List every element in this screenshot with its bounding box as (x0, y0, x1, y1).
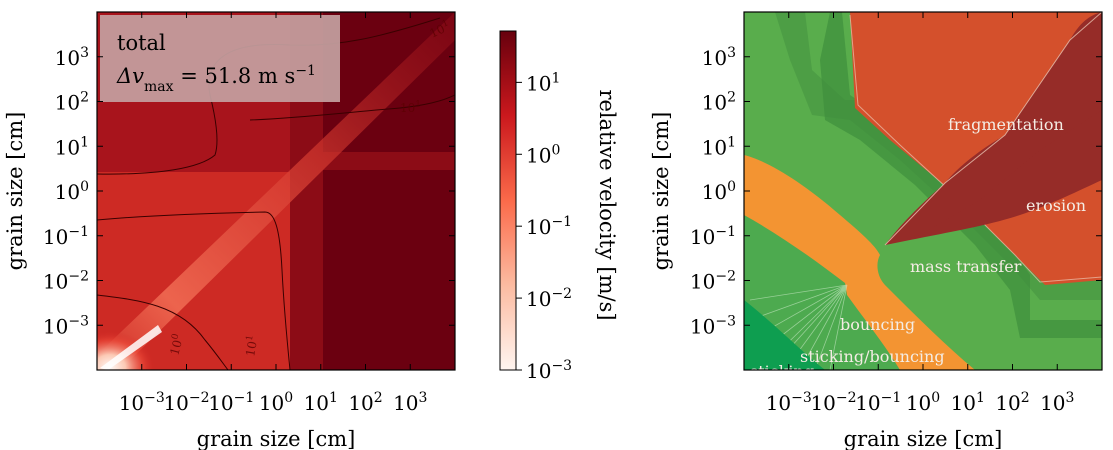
right-axes: 10−310−210−1 100 101 102 10310−310−210−11001… (690, 12, 1102, 415)
fragmentation-edge (884, 12, 1102, 246)
x-tick-label: 102 (348, 390, 382, 415)
colorbar-ticks: 101 100 10−1 10−2 10−3 (516, 70, 572, 383)
y-tick-label: 10−3 (43, 313, 89, 338)
colorbar-tick-label: 10−3 (526, 358, 572, 383)
x-tick-label: 10−1 (855, 390, 901, 415)
right-x-axis-label: grain size [cm] (844, 427, 1003, 450)
velocity-heatmap-panel: 101 101 100 101 (97, 12, 455, 370)
contour-line-10-b (249, 94, 455, 121)
x-tick-label: 100 (906, 390, 940, 415)
region-fragmentation-tail (885, 12, 1102, 245)
x-tick-label: 100 (259, 390, 293, 415)
y-tick-label: 100 (55, 179, 89, 204)
colorbar-tick-label: 10−2 (526, 286, 572, 311)
right-y-axis-label: grain size [cm] (649, 112, 673, 271)
contour-line-1 (97, 211, 291, 370)
y-tick-label: 10−1 (690, 224, 736, 249)
y-tick-label: 102 (702, 90, 736, 115)
annotation-box: total Δvmax = 51.8 m s−1 (100, 15, 340, 102)
colorbar-gradient (499, 30, 517, 371)
region-label-sticking: sticking (750, 362, 814, 381)
y-tick-label: 100 (702, 179, 736, 204)
x-tick-label: 101 (951, 390, 985, 415)
left-axes: 10−310−210−1 100 101 102 10310−310−210−11001… (43, 12, 455, 415)
y-tick-label: 101 (55, 134, 89, 159)
x-tick-label: 10−3 (766, 390, 812, 415)
region-label-sticking-bouncing: sticking/bouncing (800, 347, 945, 366)
y-tick-label: 103 (55, 45, 89, 70)
region-label-bouncing: bouncing (840, 315, 915, 334)
colorbar-tick-label: 100 (526, 142, 560, 167)
region-fragmentation (885, 12, 1102, 245)
region-erosion (850, 12, 1102, 285)
heatmap-cold-streak (100, 325, 162, 370)
colorbar: 101 100 10−1 10−2 10−3 relative velocity [m/… (499, 30, 619, 383)
x-tick-label: 10−2 (810, 390, 856, 415)
left-x-axis-label: grain size [cm] (197, 427, 356, 450)
mass-transfer-stripes (775, 12, 1102, 300)
sticking-fan-lines (749, 284, 848, 370)
x-tick-label: 101 (304, 390, 338, 415)
x-tick-label: 10−1 (208, 390, 254, 415)
left-y-axis-label: grain size [cm] (3, 112, 27, 271)
y-tick-label: 103 (702, 45, 736, 70)
colorbar-tick-label: 101 (526, 70, 560, 95)
annotation-line-2: Δvmax = 51.8 m s−1 (116, 63, 316, 95)
region-sticking (744, 300, 825, 370)
y-tick-label: 10−2 (690, 269, 736, 294)
heatmap-cold-corner (97, 240, 257, 370)
y-tick-label: 10−3 (690, 313, 736, 338)
heatmap-far-right-band (323, 170, 455, 370)
contour-line-0-1 (97, 294, 229, 370)
x-tick-label: 10−2 (163, 390, 209, 415)
annotation-line-1: total (117, 31, 166, 55)
region-sticking-bouncing (744, 215, 900, 370)
region-label-fragmentation: fragmentation (948, 115, 1064, 134)
region-label-erosion: erosion (1026, 196, 1086, 215)
y-tick-label: 101 (702, 134, 736, 159)
x-tick-label: 10−3 (119, 390, 165, 415)
colorbar-label: relative velocity [m/s] (595, 89, 619, 320)
colorbar-tick-label: 10−1 (526, 214, 572, 239)
collision-regime-panel: fragmentation erosion mass transfer boun… (744, 12, 1102, 381)
x-tick-label: 103 (1040, 390, 1074, 415)
y-tick-label: 10−2 (43, 269, 89, 294)
region-label-mass-transfer: mass transfer (910, 257, 1022, 276)
y-tick-label: 102 (55, 90, 89, 115)
y-tick-label: 10−1 (43, 224, 89, 249)
x-tick-label: 103 (393, 390, 427, 415)
x-tick-label: 102 (995, 390, 1029, 415)
